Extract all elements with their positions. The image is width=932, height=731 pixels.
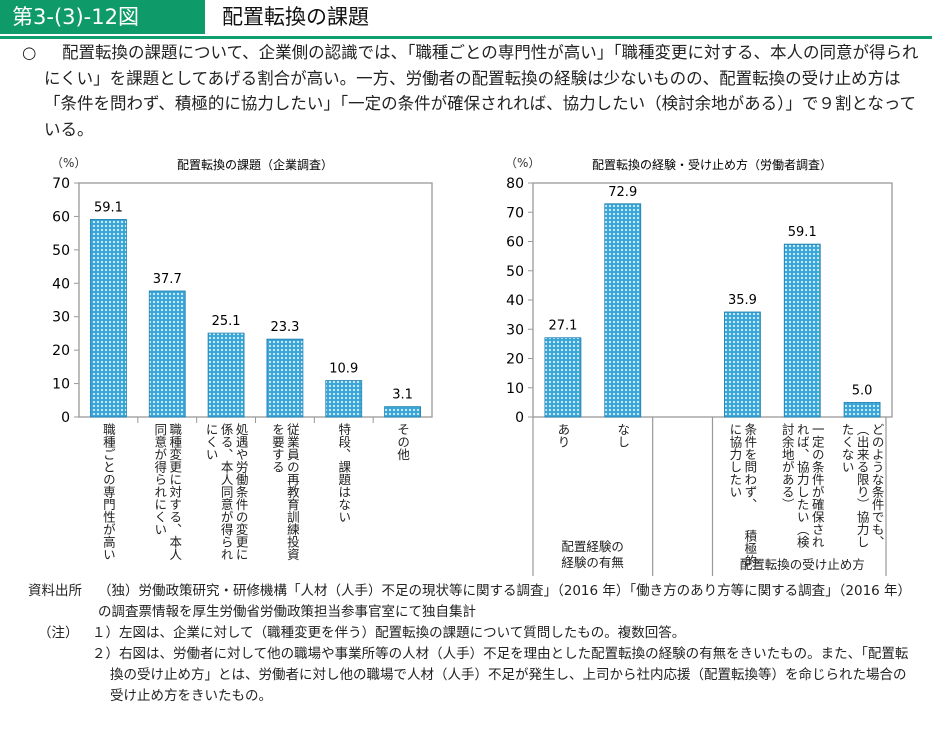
bar-value-label: 25.1: [212, 314, 241, 329]
plot-frame: [532, 182, 893, 418]
bar-value-label: 27.1: [548, 319, 577, 334]
bar: [843, 401, 881, 418]
y-tick-label: 10: [506, 381, 524, 397]
y-axis-unit: （%）: [51, 156, 86, 170]
y-tick-label: 10: [52, 377, 70, 393]
y-tick-label: 70: [506, 205, 524, 221]
category-label: 従業員の再教育訓練投資 を要する: [269, 423, 300, 561]
category-label: その他: [395, 423, 411, 461]
category-label: あり: [555, 423, 571, 448]
bar: [90, 219, 127, 418]
y-axis-unit: （%）: [505, 156, 540, 170]
source-note: 資料出所 （独）労働政策研究・研修機構「人材（人手）不足の現状等に関する調査」（2…: [28, 581, 918, 623]
lead-summary: ○ 配置転換の課題について、企業側の認識では、「職種ごとの専門性が高い」「職種変…: [22, 40, 922, 142]
bar-value-label: 10.9: [329, 362, 358, 377]
y-tick-label: 50: [52, 243, 70, 259]
bar: [266, 338, 304, 418]
category-label: 特段、課題はない: [336, 423, 352, 523]
category-label: どのような条件でも、 （出来る限り）協力し たくない: [839, 423, 885, 548]
y-tick-label: 30: [506, 322, 524, 338]
chart-title: 配置転換の課題（企業調査）: [177, 157, 333, 172]
note-2-text: ２）右図は、労働者に対して他の職場や事業所等の人材（人手）不足を理由とした配置転…: [92, 646, 909, 704]
bar: [544, 337, 582, 418]
y-tick-label: 30: [52, 310, 70, 326]
y-tick-label: 40: [52, 276, 70, 292]
y-tick-label: 20: [506, 352, 524, 368]
source-text: （独）労働政策研究・研修機構「人材（人手）不足の現状等に関する調査」（2016 …: [98, 583, 912, 620]
note-2: ２）右図は、労働者に対して他の職場や事業所等の人材（人手）不足を理由とした配置転…: [28, 644, 918, 707]
y-tick-label: 20: [52, 343, 70, 359]
bar-value-label: 3.1: [392, 388, 413, 403]
notes: 資料出所 （独）労働政策研究・研修機構「人材（人手）不足の現状等に関する調査」（2…: [28, 581, 918, 707]
bar: [207, 332, 245, 418]
bar: [724, 311, 761, 418]
note-1-text: １）左図は、企業に対して（職種変更を伴う）配置転換の課題について質問したもの。複…: [92, 625, 686, 641]
bar-value-label: 59.1: [788, 225, 817, 240]
y-tick-label: 0: [515, 410, 524, 426]
y-tick-label: 50: [506, 264, 524, 280]
category-label: 一定の条件が確保され れば、協力したい（検 討余地がある）: [779, 423, 825, 548]
note-label: （注）: [38, 625, 79, 641]
category-label: なし: [615, 423, 631, 448]
bar-value-label: 5.0: [852, 383, 873, 398]
y-tick-label: 60: [52, 209, 70, 225]
y-tick-label: 0: [61, 410, 70, 426]
category-label: 職種変更に対する、本人 同意が得られにくい: [152, 423, 183, 561]
bar-value-label: 72.9: [608, 185, 637, 200]
lead-text: 配置転換の課題について、企業側の認識では、「職種ごとの専門性が高い」「職種変更に…: [44, 43, 919, 139]
bar-value-label: 23.3: [270, 320, 299, 335]
figure-header: 第3-(3)-12図 配置転換の課題: [0, 0, 932, 39]
group-label: 配置経験の 経験の有無: [561, 539, 624, 570]
figure-title: 配置転換の課題: [222, 5, 369, 29]
y-tick-label: 40: [506, 293, 524, 309]
bar-value-label: 35.9: [728, 293, 757, 308]
y-tick-label: 80: [506, 176, 524, 192]
bar: [604, 203, 642, 418]
bar: [148, 290, 186, 418]
bar-value-label: 59.1: [94, 200, 123, 215]
category-label: 処遇や労働条件の変更に 係る、本人同意が得られ にくい: [203, 423, 249, 561]
figure-number: 第3-(3)-12図: [0, 0, 205, 34]
chart-title: 配置転換の経験・受け止め方（労働者調査）: [592, 157, 832, 172]
bar: [325, 380, 363, 418]
plot-frame: [78, 182, 433, 418]
bullet-icon: ○: [22, 43, 37, 62]
bar: [783, 243, 821, 418]
note-1: （注） １）左図は、企業に対して（職種変更を伴う）配置転換の課題について質問したも…: [28, 623, 918, 644]
y-tick-label: 60: [506, 235, 524, 251]
source-label: 資料出所: [28, 583, 82, 599]
y-tick-label: 70: [52, 176, 70, 192]
category-label: 職種ごとの専門性が高い: [100, 423, 116, 561]
bar: [384, 406, 421, 418]
bar-value-label: 37.7: [153, 272, 182, 287]
category-label: 条件を問わず、 積極的 に協力したい: [727, 423, 758, 567]
group-label: 配置転換の受け止め方: [739, 557, 865, 572]
